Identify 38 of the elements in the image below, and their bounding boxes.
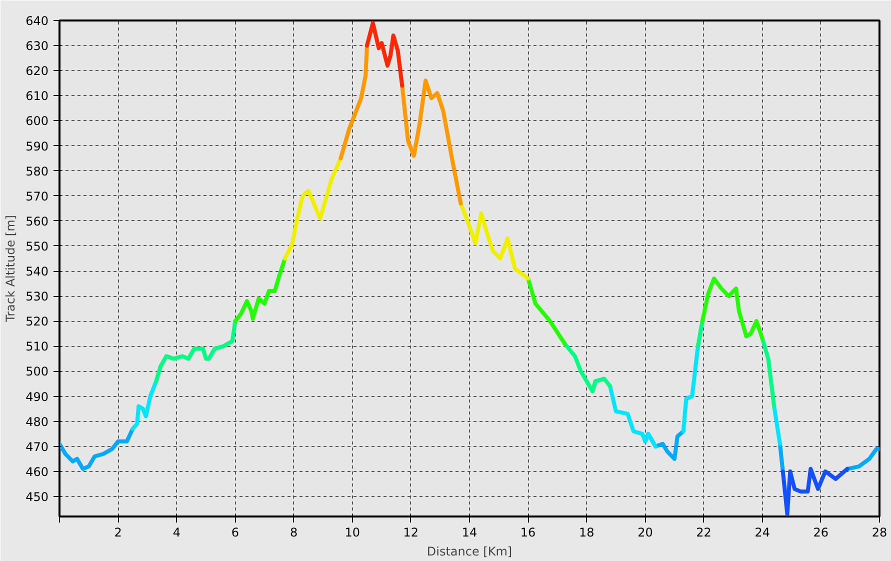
y-tick-label: 510 [26, 340, 48, 354]
x-axis-title: Distance [Km] [426, 544, 512, 558]
y-tick-label: 540 [26, 264, 48, 279]
y-tick-label: 520 [26, 314, 48, 329]
y-tick-label: 600 [26, 114, 48, 128]
y-tick-label: 580 [26, 164, 48, 178]
x-tick-label: 2 [114, 526, 122, 540]
y-tick-label: 480 [26, 414, 48, 429]
x-tick-label: 20 [638, 526, 653, 540]
y-tick-label: 530 [26, 290, 48, 304]
y-tick-label: 560 [26, 214, 48, 228]
y-tick-label: 570 [26, 189, 48, 204]
x-tick-label: 24 [754, 526, 770, 540]
x-tick-label: 16 [520, 526, 536, 540]
y-tick-label: 460 [26, 464, 48, 479]
y-tick-label: 640 [26, 14, 48, 28]
y-tick-label: 620 [26, 64, 48, 78]
x-tick-label: 18 [579, 526, 594, 540]
x-tick-label: 6 [231, 526, 240, 540]
y-tick-label: 610 [26, 89, 48, 104]
x-tick-label: 14 [462, 526, 478, 540]
x-tick-label: 28 [872, 526, 888, 540]
y-tick-label: 630 [26, 39, 48, 54]
x-tick-label: 8 [290, 526, 298, 540]
x-tick-label: 26 [813, 526, 829, 540]
y-tick-label: 470 [26, 440, 48, 454]
x-tick-label: 12 [403, 526, 419, 540]
x-tick-label: 4 [172, 526, 180, 540]
x-tick-label: 22 [696, 526, 712, 540]
y-tick-label: 590 [26, 139, 48, 154]
y-tick-label: 550 [26, 239, 48, 254]
y-tick-label: 500 [26, 364, 48, 379]
line-series [780, 466, 850, 516]
y-axis-title: Track Altitude [m] [4, 215, 18, 323]
x-tick-label: 10 [344, 526, 360, 540]
y-tick-label: 490 [26, 390, 48, 404]
y-tick-label: 450 [26, 490, 48, 504]
line-series [365, 21, 404, 88]
